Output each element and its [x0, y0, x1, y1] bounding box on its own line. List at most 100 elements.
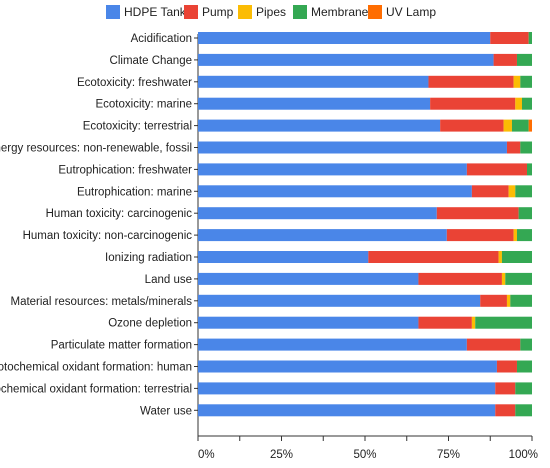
legend-label-pipes: Pipes	[256, 5, 286, 19]
bar-segment-pump-ecotoxicity-freshwater	[428, 75, 514, 88]
bar-segment-pipes-ecotoxicity-freshwater	[513, 75, 521, 88]
legend-swatch-pump	[184, 5, 198, 19]
bar-segment-hdpe-tank-photochemical-oxidant-formation-terrestrial	[198, 382, 496, 395]
bar-segment-hdpe-tank-human-toxicity-non-carcinogenic	[198, 229, 447, 242]
bar-segment-hdpe-tank-human-toxicity-carcinogenic	[198, 207, 437, 220]
bar-segment-membrane-energy-resources-non-renewable-fossil	[520, 141, 532, 154]
category-label-material-resources-metals-minerals: Material resources: metals/minerals	[10, 296, 192, 308]
bar-segment-hdpe-tank-climate-change	[198, 53, 494, 66]
bar-segment-hdpe-tank-acidification	[198, 32, 491, 44]
legend-label-membrane: Membrane	[311, 5, 369, 19]
category-label-climate-change: Climate Change	[110, 55, 192, 67]
bar-segment-membrane-ecotoxicity-freshwater	[520, 75, 532, 88]
bar-segment-pump-ozone-depletion	[418, 316, 472, 329]
legend-label-hdpe-tank: HDPE Tank	[124, 5, 187, 19]
bar-segment-pump-climate-change	[493, 53, 517, 66]
bar-segment-pump-photochemical-oxidant-formation-terrestrial	[495, 382, 516, 395]
category-label-human-toxicity-non-carcinogenic: Human toxicity: non-carcinogenic	[23, 230, 193, 242]
bar-segment-hdpe-tank-energy-resources-non-renewable-fossil	[198, 141, 507, 154]
bar-segment-pump-human-toxicity-non-carcinogenic	[446, 229, 514, 242]
bar-segment-pump-particulate-matter-formation	[466, 338, 521, 351]
category-label-particulate-matter-formation: Particulate matter formation	[51, 340, 192, 352]
category-label-photochemical-oxidant-formation-human: Photochemical oxidant formation: human	[0, 362, 192, 374]
category-label-ecotoxicity-marine: Ecotoxicity: marine	[95, 99, 192, 111]
bar-segment-pump-material-resources-metals-minerals	[480, 294, 507, 307]
legend-label-pump: Pump	[202, 5, 234, 19]
bar-segment-membrane-ozone-depletion	[475, 316, 532, 329]
bar-segment-membrane-ecotoxicity-terrestrial	[511, 119, 529, 132]
category-label-water-use: Water use	[140, 405, 192, 417]
x-tick-label: 100%	[509, 449, 538, 461]
category-label-photochemical-oxidant-formation-terrestrial: Photochemical oxidant formation: terrest…	[0, 383, 192, 395]
legend-swatch-membrane	[293, 5, 307, 19]
legend: HDPE Tank Pump Pipes Membrane UV Lamp	[106, 5, 436, 19]
legend-label-uv-lamp: UV Lamp	[386, 5, 436, 19]
bar-segment-uv-lamp-ecotoxicity-terrestrial	[528, 119, 532, 132]
x-tick-label: 0%	[198, 449, 215, 461]
bar-segment-membrane-human-toxicity-non-carcinogenic	[516, 229, 532, 242]
bar-segment-pump-land-use	[418, 272, 502, 285]
bar-segment-hdpe-tank-ecotoxicity-marine	[198, 97, 431, 110]
plot-area: Acidification Climate Change Ecotoxicity: …	[0, 32, 538, 461]
bar-segment-pipes-land-use	[501, 272, 506, 285]
bar-segment-pipes-ozone-depletion	[471, 316, 476, 329]
category-label-human-toxicity-carcinogenic: Human toxicity: carcinogenic	[46, 208, 193, 220]
bar-segment-membrane-acidification	[528, 32, 532, 44]
bar-segment-pump-photochemical-oxidant-formation-human	[496, 360, 517, 373]
bar-segment-membrane-eutrophication-freshwater	[526, 163, 532, 176]
bar-segment-pump-ecotoxicity-marine	[430, 97, 516, 110]
bar-segment-hdpe-tank-ecotoxicity-freshwater	[198, 75, 429, 88]
bar-segment-hdpe-tank-eutrophication-freshwater	[198, 163, 467, 176]
bar-segment-hdpe-tank-ionizing-radiation	[198, 251, 369, 263]
bar-segment-membrane-material-resources-metals-minerals	[510, 294, 532, 307]
bar-segment-pump-eutrophication-marine	[471, 185, 509, 198]
category-label-eutrophication-freshwater: Eutrophication: freshwater	[58, 164, 192, 176]
x-tick-label: 25%	[270, 449, 293, 461]
bar-segment-hdpe-tank-ozone-depletion	[198, 316, 419, 329]
bar-segment-membrane-climate-change	[516, 53, 532, 66]
bar-segment-pipes-ionizing-radiation	[498, 251, 502, 263]
category-label-ecotoxicity-terrestrial: Ecotoxicity: terrestrial	[83, 121, 192, 133]
bar-segment-pipes-material-resources-metals-minerals	[506, 294, 511, 307]
bar-segment-pipes-ecotoxicity-marine	[515, 97, 522, 110]
bar-segment-pump-acidification	[490, 32, 529, 44]
bar-segment-hdpe-tank-water-use	[198, 404, 496, 417]
bar-segment-pump-eutrophication-freshwater	[466, 163, 527, 176]
bar-segment-hdpe-tank-particulate-matter-formation	[198, 338, 467, 351]
legend-swatch-uv-lamp	[368, 5, 382, 19]
legend-swatch-hdpe-tank	[106, 5, 120, 19]
category-label-land-use: Land use	[145, 274, 192, 286]
bar-segment-membrane-photochemical-oxidant-formation-human	[516, 360, 532, 373]
legend-swatch-pipes	[238, 5, 252, 19]
bar-segment-pump-human-toxicity-carcinogenic	[436, 207, 519, 220]
bar-segment-membrane-ionizing-radiation	[501, 251, 532, 263]
bar-segment-pipes-ecotoxicity-terrestrial	[503, 119, 512, 132]
bar-segment-membrane-water-use	[515, 404, 532, 417]
bar-segment-hdpe-tank-photochemical-oxidant-formation-human	[198, 360, 497, 373]
bar-segment-pump-ecotoxicity-terrestrial	[440, 119, 504, 132]
bar-segment-hdpe-tank-material-resources-metals-minerals	[198, 294, 481, 307]
x-tick-label: 75%	[437, 449, 460, 461]
bar-segment-hdpe-tank-eutrophication-marine	[198, 185, 472, 198]
category-label-ionizing-radiation: Ionizing radiation	[105, 252, 192, 264]
bar-segment-membrane-land-use	[505, 272, 532, 285]
bar-segment-pipes-human-toxicity-non-carcinogenic	[513, 229, 517, 242]
category-label-eutrophication-marine: Eutrophication: marine	[77, 186, 192, 198]
bar-segment-pump-ionizing-radiation	[368, 251, 499, 263]
category-label-ozone-depletion: Ozone depletion	[108, 318, 192, 330]
bar-segment-pump-water-use	[495, 404, 516, 417]
bar-segment-membrane-particulate-matter-formation	[520, 338, 532, 351]
bar-segment-hdpe-tank-land-use	[198, 272, 419, 285]
bar-segment-membrane-human-toxicity-carcinogenic	[518, 207, 532, 220]
x-tick-label: 50%	[353, 449, 376, 461]
bar-segment-pipes-eutrophication-marine	[508, 185, 516, 198]
category-label-acidification: Acidification	[131, 33, 192, 45]
bar-segment-hdpe-tank-ecotoxicity-terrestrial	[198, 119, 441, 132]
bar-segment-pump-energy-resources-non-renewable-fossil	[506, 141, 521, 154]
category-label-ecotoxicity-freshwater: Ecotoxicity: freshwater	[77, 77, 192, 89]
bar-segment-membrane-photochemical-oxidant-formation-terrestrial	[515, 382, 532, 395]
bar-segment-membrane-eutrophication-marine	[515, 185, 532, 198]
bar-segment-membrane-ecotoxicity-marine	[521, 97, 532, 110]
category-label-energy-resources-non-renewable-fossil: Energy resources: non-renewable, fossil	[0, 143, 192, 155]
